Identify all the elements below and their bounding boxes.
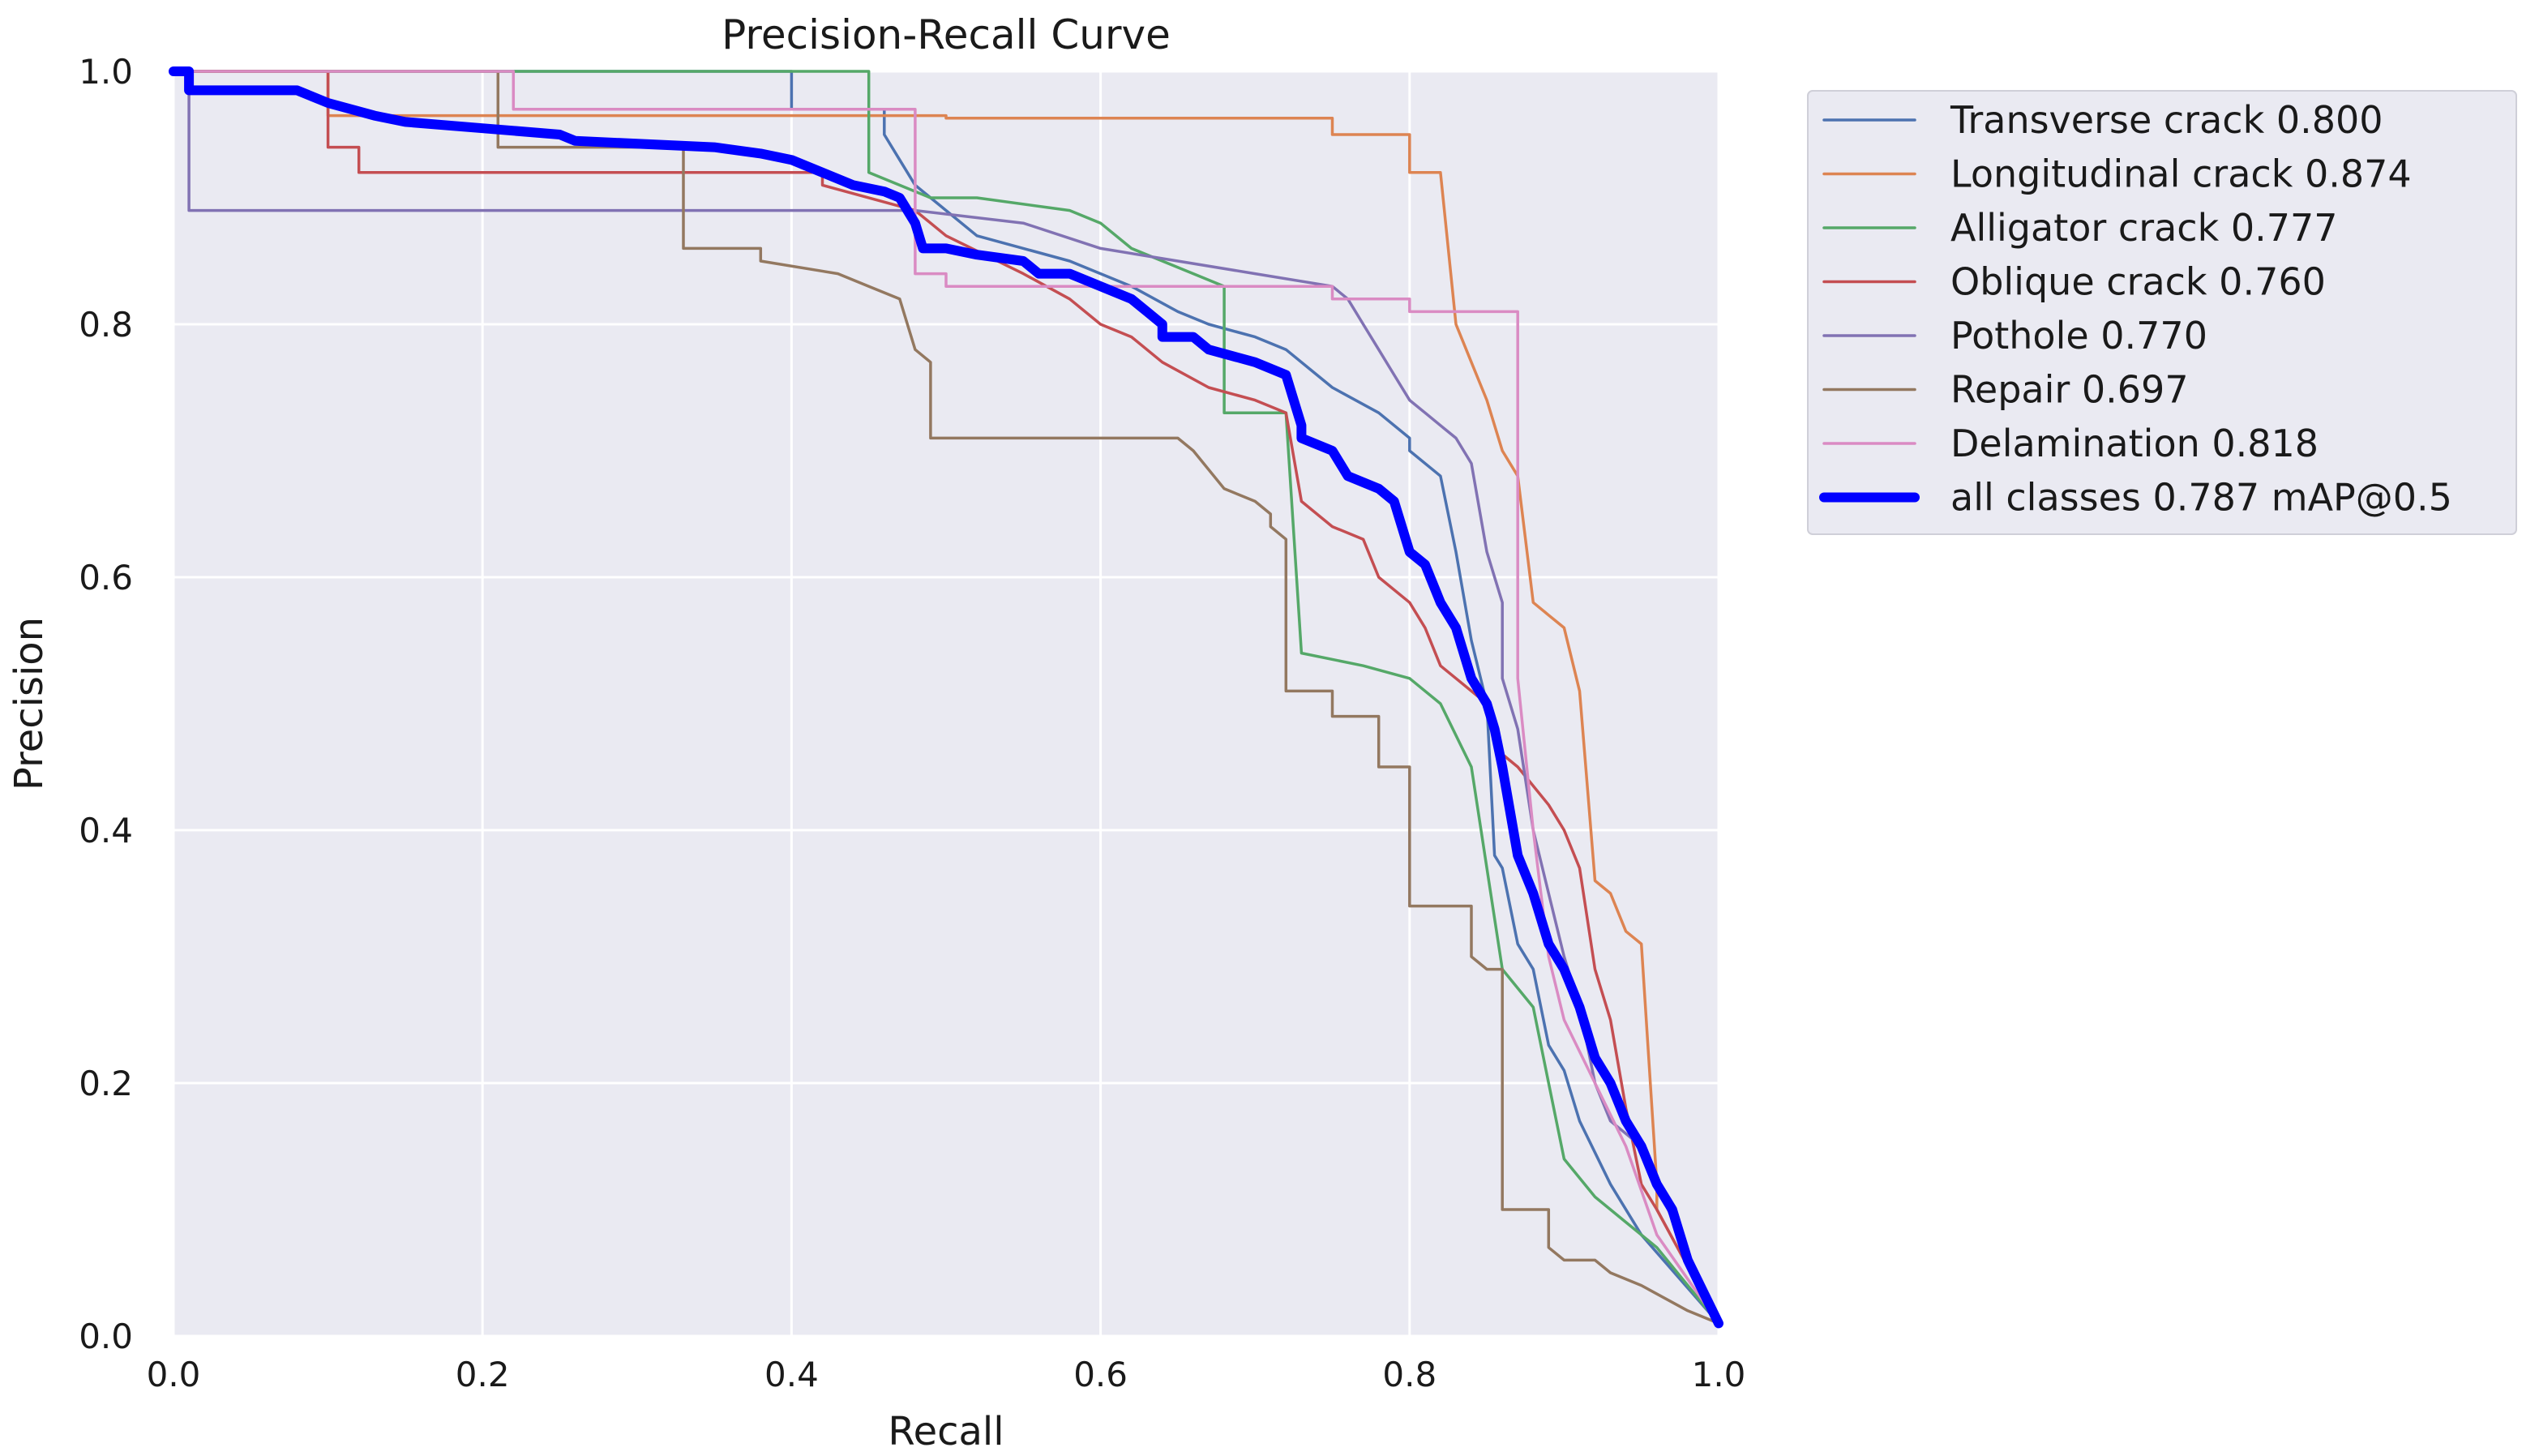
series-line-6 xyxy=(172,70,1720,1325)
y-tick-label-3: 0.6 xyxy=(79,558,133,597)
series-line-3 xyxy=(172,70,1720,1325)
legend: Transverse crack 0.800 Longitudinal crack… xyxy=(1807,90,2517,535)
x-tick-label-1: 0.2 xyxy=(456,1355,510,1394)
y-tick-label-1: 0.2 xyxy=(79,1064,133,1103)
legend-label-7: all classes 0.787 mAP@0.5 xyxy=(1950,476,2452,520)
legend-label-5: Repair 0.697 xyxy=(1950,368,2189,412)
legend-label-1: Longitudinal crack 0.874 xyxy=(1950,152,2412,196)
x-tick-label-3: 0.6 xyxy=(1073,1355,1128,1394)
y-axis-title: Precision xyxy=(6,617,52,790)
x-tick-label-5: 1.0 xyxy=(1692,1355,1746,1394)
series-layer xyxy=(169,66,1723,1329)
chart-title: Precision-Recall Curve xyxy=(721,11,1171,58)
legend-box xyxy=(1807,90,2517,535)
legend-label-4: Pothole 0.770 xyxy=(1950,314,2207,358)
x-axis-title: Recall xyxy=(888,1409,1004,1454)
y-tick-label-5: 1.0 xyxy=(79,52,133,92)
legend-label-0: Transverse crack 0.800 xyxy=(1950,98,2383,142)
legend-label-6: Delamination 0.818 xyxy=(1950,422,2319,465)
x-tick-label-4: 0.8 xyxy=(1382,1355,1437,1394)
series-line-5 xyxy=(172,70,1720,1325)
x-tick-label-2: 0.4 xyxy=(764,1355,819,1394)
series-line-0 xyxy=(172,70,1720,1325)
tick-labels: 0.0 0.2 0.4 0.6 0.8 1.0 0.0 0.2 0.4 0.6 0.8 1.0 xyxy=(79,52,1745,1394)
series-line-7 xyxy=(169,66,1723,1329)
y-tick-label-2: 0.4 xyxy=(79,811,133,850)
legend-label-2: Alligator crack 0.777 xyxy=(1950,206,2338,250)
y-tick-label-4: 0.8 xyxy=(79,305,133,345)
y-tick-label-0: 0.0 xyxy=(79,1317,133,1356)
series-line-1 xyxy=(172,70,1720,1325)
legend-label-3: Oblique crack 0.760 xyxy=(1950,260,2326,304)
x-tick-label-0: 0.0 xyxy=(147,1355,201,1394)
